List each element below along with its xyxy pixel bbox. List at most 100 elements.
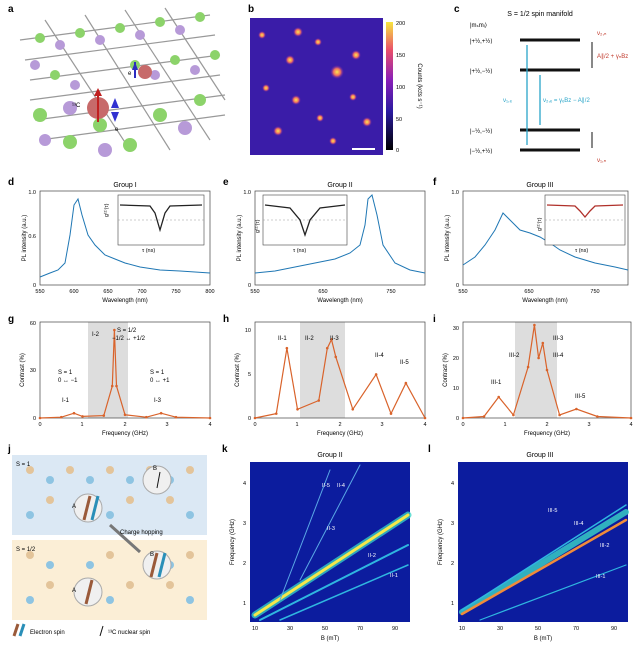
g-odmr-point	[174, 415, 178, 419]
hop-arrow	[108, 523, 142, 554]
panel-f: f Group III τ (ns) g⁽²⁾(τ) 0 1.0 550 650…	[433, 177, 629, 304]
panel-h: h II-1 II-2 II-3 II-4 II-5 0 5 10 0 1 2 …	[223, 314, 427, 437]
panel-letter-c: c	[454, 4, 460, 15]
g-xlabel: Frequency (GHz)	[102, 431, 148, 437]
k-ytick-3: 4	[243, 481, 246, 487]
g-ann-s1a: S = 1	[58, 370, 73, 376]
legend-electron-icon	[12, 623, 20, 637]
h-xtick-1: 1	[295, 422, 298, 428]
h-xtick-2: 2	[338, 422, 341, 428]
panel-b: b 200 150 100 50 0 Counts (kcts s⁻¹)	[248, 4, 422, 155]
h-xtick-4: 4	[423, 422, 426, 428]
k-xtick-4: 90	[392, 626, 398, 632]
g-xtick-1: 1	[80, 422, 83, 428]
f-ytick-0: 0	[456, 283, 459, 289]
panel-k: k Group II II-5 II-4 II-3 II-2 II-1 1 2 …	[222, 444, 412, 642]
panel-letter-i: i	[433, 314, 436, 325]
g-odmr-point	[208, 416, 212, 420]
energy-levels	[520, 38, 580, 152]
d-title: Group I	[113, 182, 136, 189]
electron-label-bottom: e	[115, 127, 119, 133]
h-odmr-point	[389, 412, 393, 415]
panel-letter-g: g	[8, 314, 14, 325]
k-ytick-0: 1	[243, 601, 246, 607]
h-odmr-point	[325, 346, 329, 350]
l-xlabel: B (mT)	[534, 636, 552, 642]
panel-i: i III-1 III-2 III-3 III-4 III-5 0 10 20 …	[433, 314, 633, 437]
h-odmr-point	[330, 338, 333, 341]
i-odmr-point	[545, 368, 549, 372]
g-odmr-point	[59, 415, 63, 419]
e-ytick-0: 0	[248, 283, 251, 289]
i-curve-group	[461, 323, 633, 420]
h-odmr-point	[296, 407, 299, 411]
d-xlabel: Wavelength (nm)	[102, 298, 147, 304]
g-ann-i1: I-1	[62, 398, 70, 404]
i-ann-3: III-4	[553, 353, 564, 359]
h-odmr-point	[351, 407, 355, 411]
d-inset-xlabel: τ (ns)	[142, 248, 155, 254]
d-ylabel: PL intensity (a.u.)	[22, 215, 28, 261]
i-axes	[462, 321, 632, 419]
g-odmr-point	[110, 384, 114, 388]
h-ann-0: II-1	[278, 336, 287, 342]
h-ann-1: II-2	[305, 336, 314, 342]
i-odmr-point	[533, 323, 536, 327]
site-b-top	[142, 465, 172, 495]
h-curve-group	[253, 337, 427, 420]
d-xtick-1: 600	[69, 289, 78, 295]
f-ylabel: PL intensity (a.u.)	[445, 215, 451, 261]
i-xtick-2: 2	[545, 422, 548, 428]
k-ytick-2: 3	[243, 521, 246, 527]
h-ann-3: II-4	[375, 353, 384, 359]
e-xlabel: Wavelength (nm)	[317, 298, 362, 304]
f-inset-xlabel: τ (ns)	[575, 248, 588, 254]
k-xtick-3: 70	[357, 626, 363, 632]
e-inset-xlabel: τ (ns)	[293, 248, 306, 254]
i-xlabel: Frequency (GHz)	[524, 431, 570, 437]
i-ann-4: III-5	[575, 394, 586, 400]
h-odmr-point	[253, 416, 257, 420]
h-xtick-0: 0	[253, 422, 256, 428]
k-lines	[251, 464, 412, 621]
j-b-bottom: B	[150, 552, 154, 558]
k-ann-3: II-2	[368, 553, 376, 559]
k-xtick-2: 50	[322, 626, 328, 632]
f-axes	[462, 190, 629, 286]
l-ytick-3: 4	[451, 481, 454, 487]
g-odmr-point	[81, 415, 84, 418]
e-axes	[254, 190, 426, 286]
panel-letter-l: l	[428, 444, 431, 455]
i-odmr-point	[537, 356, 540, 360]
k-xtick-1: 30	[287, 626, 293, 632]
f-xlabel: Wavelength (nm)	[522, 298, 567, 304]
g-odmr-point	[72, 411, 76, 415]
basis-label: |mₛmᵢ⟩	[470, 22, 487, 29]
h-odmr-point	[374, 373, 378, 376]
h-odmr-point	[285, 346, 289, 350]
panel-letter-d: d	[8, 177, 14, 188]
panel-l: l Group III III-5 III-4 III-2 III-1 1 2 …	[428, 444, 629, 642]
spin-manifold-title: S = 1/2 spin manifold	[507, 11, 573, 18]
k-ann-1: II-4	[337, 483, 345, 489]
d-inset-ylabel: g⁽²⁾(τ)	[103, 203, 110, 217]
g-curve-group	[38, 328, 212, 420]
l-ann-2: III-2	[600, 543, 609, 549]
e-g2	[264, 204, 346, 238]
j-s1-label: S = 1	[16, 462, 31, 468]
panel-letter-f: f	[433, 177, 437, 188]
panel-letter-e: e	[223, 177, 229, 188]
g-ann-i2: I-2	[92, 332, 100, 338]
panel-g: g S = 1 0 ↔ −1 I-1 I-2 S = 1/2 −1/2 ↔ +1…	[8, 314, 212, 437]
e-xtick-4: 750	[386, 289, 395, 295]
j-a-top: A	[72, 504, 76, 510]
f-xtick-0: 550	[458, 289, 467, 295]
colorbar	[386, 22, 393, 150]
e-xtick-2: 650	[318, 289, 327, 295]
d-xtick-4: 750	[171, 289, 180, 295]
k-title: Group II	[317, 452, 342, 459]
panel-c: c S = 1/2 spin manifold |mₛmᵢ⟩ |+½,+½⟩ |…	[454, 4, 628, 164]
g-odmr-point	[115, 384, 118, 388]
cbar-tick-2: 100	[396, 85, 405, 91]
e-ylabel: PL intensity (a.u.)	[237, 215, 243, 261]
